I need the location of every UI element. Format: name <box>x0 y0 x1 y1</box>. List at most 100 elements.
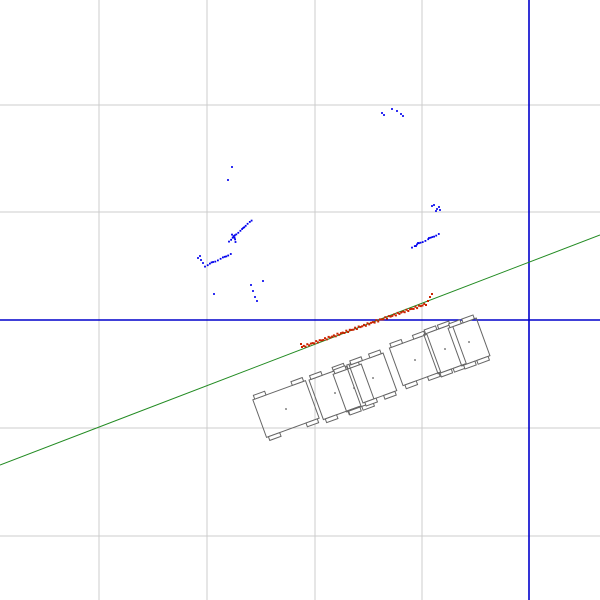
ground-point <box>325 338 328 341</box>
obstacle-point <box>197 257 199 259</box>
obstacle-point <box>413 245 416 247</box>
ground-point <box>336 332 339 335</box>
ground-point <box>315 340 318 343</box>
robot-pose <box>348 349 398 407</box>
obstacle-point <box>433 204 435 206</box>
robot-pose <box>447 314 491 370</box>
obstacle-point <box>233 234 236 237</box>
obstacle-point <box>234 238 236 241</box>
obstacle-point-cloud <box>197 108 441 302</box>
ground-point <box>304 345 307 348</box>
obstacle-point <box>383 114 385 116</box>
obstacle-point <box>391 108 393 110</box>
obstacle-point <box>200 259 202 261</box>
ground-point <box>409 308 412 311</box>
robot-center-marker <box>444 348 446 350</box>
ground-point <box>334 335 337 338</box>
obstacle-point <box>250 219 253 222</box>
robot-pose <box>252 376 320 442</box>
obstacle-point <box>437 233 440 235</box>
ground-point <box>320 339 323 342</box>
robot-wheel <box>439 368 454 378</box>
obstacle-point <box>435 210 437 212</box>
robot-wheel <box>367 349 382 359</box>
ground-point <box>357 325 360 328</box>
ground-point <box>370 321 373 324</box>
ground-point <box>382 318 385 321</box>
ground-point <box>324 337 326 340</box>
ground-point <box>309 342 312 345</box>
ground-point <box>361 325 364 328</box>
robot-wheel <box>461 314 476 324</box>
obstacle-point <box>433 235 435 238</box>
ground-point <box>306 343 309 346</box>
ground-point <box>389 315 392 318</box>
obstacle-point <box>225 255 228 258</box>
robot-center-marker <box>372 377 374 379</box>
ground-point <box>384 316 387 319</box>
ground-point <box>402 310 404 313</box>
ground-point <box>368 323 371 326</box>
ground-point <box>318 339 321 342</box>
obstacle-point <box>428 237 430 239</box>
ground-point <box>329 336 332 339</box>
obstacle-point <box>431 205 433 207</box>
obstacle-point <box>227 179 229 181</box>
obstacle-point <box>233 236 236 239</box>
obstacle-point <box>206 264 209 267</box>
robot-center-marker <box>468 341 470 343</box>
robot-pose <box>423 320 467 378</box>
obstacle-point <box>396 110 398 112</box>
ground-point <box>412 307 415 310</box>
obstacle-point <box>231 166 233 168</box>
robot-wheel <box>267 431 282 442</box>
obstacle-point <box>237 231 240 234</box>
obstacle-point <box>248 221 251 223</box>
obstacle-point <box>415 245 417 247</box>
robot-wheel <box>447 319 462 329</box>
ground-point <box>313 342 316 345</box>
obstacle-point <box>210 261 213 264</box>
ground-point <box>419 305 422 308</box>
obstacle-point <box>228 240 230 243</box>
ground-point <box>417 304 420 307</box>
ground-point <box>431 293 433 295</box>
obstacle-point <box>424 240 427 242</box>
robot-wheel <box>462 360 477 370</box>
robot-wheel <box>332 365 347 375</box>
ground-point <box>396 311 399 314</box>
obstacle-point <box>217 259 219 262</box>
obstacle-point <box>439 209 441 211</box>
obstacle-point <box>242 227 245 229</box>
ground-point <box>371 321 374 324</box>
ground-point <box>332 334 335 337</box>
ground-point <box>359 326 362 329</box>
obstacle-point <box>230 238 232 241</box>
obstacle-point <box>222 256 224 259</box>
ground-point <box>343 332 346 334</box>
robot-wheel <box>364 397 379 407</box>
ground-point <box>378 318 381 321</box>
ground-point <box>386 317 388 320</box>
robot-wheel <box>476 355 491 365</box>
heading-reference-line <box>0 234 600 466</box>
obstacle-point <box>402 115 404 117</box>
obstacle-point <box>199 255 201 257</box>
obstacle-point <box>427 238 430 241</box>
obstacle-point <box>262 280 264 282</box>
robot-pose <box>388 330 442 390</box>
robot-wheel <box>308 370 323 381</box>
ground-point <box>354 326 357 329</box>
ground-point <box>421 304 424 307</box>
robot-wheel <box>423 325 438 335</box>
obstacle-point <box>212 261 215 263</box>
ground-point <box>301 346 303 348</box>
obstacle-point <box>421 241 424 243</box>
obstacle-point <box>223 255 226 258</box>
ground-point <box>377 320 380 323</box>
obstacle-point <box>219 257 222 260</box>
obstacle-point <box>416 243 418 246</box>
